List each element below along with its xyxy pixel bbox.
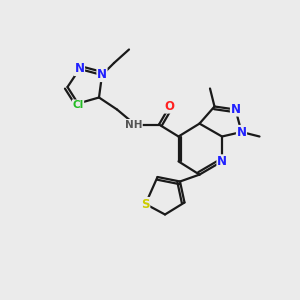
Text: N: N (97, 68, 107, 82)
Text: Cl: Cl (72, 100, 84, 110)
Text: S: S (141, 197, 150, 211)
Text: NH: NH (125, 119, 142, 130)
Text: O: O (164, 100, 175, 113)
Text: N: N (74, 62, 85, 76)
Text: N: N (236, 125, 247, 139)
Text: N: N (230, 103, 241, 116)
Text: N: N (217, 155, 227, 168)
